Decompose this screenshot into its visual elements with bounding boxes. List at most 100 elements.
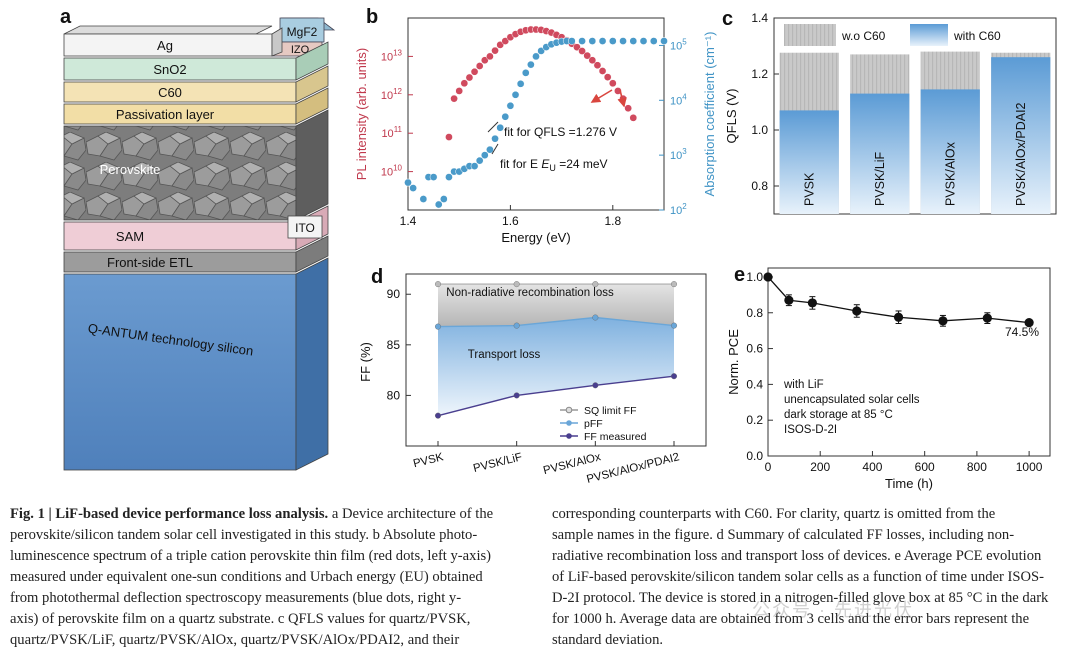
pl-data-point [583, 51, 592, 60]
y-axis-label: FF (%) [358, 342, 373, 382]
pce-data-point [784, 295, 794, 305]
pl-data-point [593, 61, 602, 70]
x-tick-label: 1.4 [400, 214, 417, 228]
absorption-data-point [486, 145, 494, 154]
y-tick-label: 1.0 [746, 270, 763, 284]
pl-data-point [460, 79, 469, 88]
absorption-data-point [434, 200, 443, 209]
plot-frame [767, 267, 1051, 457]
ff-measured-point [671, 373, 678, 380]
qfls-bar-chart: PVSK PVSK/LiF PVSK/AlOx PVSK/AlOx/PDAI2 0.8… [724, 11, 1057, 215]
bar-with-c60 [920, 89, 980, 214]
absorption-data-point [588, 37, 597, 45]
legend-label-wo-c60: w.o C60 [841, 29, 886, 43]
sq-limit-point [434, 281, 441, 288]
x-tick-label: 400 [862, 460, 882, 474]
y-tick-label: 80 [387, 388, 401, 402]
panel-label-c: c [722, 8, 734, 30]
absorption-data-point [506, 101, 515, 110]
bar-with-c60 [850, 93, 910, 214]
y-right-tick-label: 105 [670, 37, 687, 52]
ff-measured-point [513, 392, 520, 399]
caption-line: axis) of perovskite film on a quartz sub… [10, 611, 471, 627]
y-tick-label: 0.6 [746, 342, 763, 356]
layer-label-ito: ITO [295, 221, 315, 235]
y-tick-label: 0.8 [746, 306, 763, 320]
y-left-tick-label: 1010 [381, 164, 403, 179]
pl-data-point [629, 113, 638, 122]
absorption-data-point [496, 123, 505, 132]
layer-label-sno2: SnO2 [153, 62, 186, 77]
caption-line: for 1000 h. Average data are obtained fr… [552, 611, 1030, 627]
pff-point [513, 322, 520, 329]
sq-limit-point [671, 281, 678, 288]
y-tick-label: 0.2 [746, 413, 763, 427]
y-right-tick-label: 102 [670, 202, 687, 217]
pce-data-point [982, 313, 992, 323]
sq-limit-point [592, 281, 599, 288]
urbach-leader-line [491, 143, 499, 155]
panel-label-b: b [366, 6, 379, 28]
legend-swatch-wo-c60 [784, 24, 836, 46]
pl-data-point [486, 52, 494, 61]
absorption-data-point [501, 112, 510, 121]
caption-line: radiative recombination loss and transpo… [552, 548, 1042, 564]
absorption-data-point [608, 37, 617, 45]
x-tick-label: 600 [915, 460, 935, 474]
final-value-label: 74.5% [1005, 325, 1039, 339]
y-tick-label: 90 [387, 287, 401, 301]
legend-sq-limit: SQ limit FF [584, 405, 637, 417]
absorption-data-point [419, 195, 428, 203]
absorption-data-point [516, 79, 525, 88]
y-axis-label-right: Absorption coefficient (cm⁻¹) [702, 32, 717, 197]
legend-label-with-c60: with C60 [953, 29, 1001, 43]
pce-data-point [763, 272, 773, 282]
x-axis-label: Time (h) [885, 476, 933, 491]
layer-label-passivation: Passivation layer [116, 107, 215, 122]
x-tick-label: 1.8 [604, 214, 621, 228]
pl-data-point [614, 87, 622, 95]
absorption-data-point [511, 90, 520, 99]
pce-data-point [893, 312, 904, 322]
pl-data-point [573, 43, 581, 52]
pl-data-point [598, 67, 607, 75]
x-tick-label: 1.6 [502, 214, 519, 228]
absorption-data-point [567, 37, 576, 45]
panel-label-e: e [734, 264, 746, 286]
pl-data-point [608, 79, 617, 88]
nonradiative-loss-label: Non-radiative recombination loss [446, 287, 614, 299]
silicon-layer [63, 273, 297, 471]
pce-data-point [852, 306, 862, 316]
note-line-2: unencapsulated solar cells [784, 394, 920, 406]
y-tick-label: 0.0 [746, 449, 763, 463]
note-line-1: with LiF [783, 379, 824, 391]
ito-layer [287, 215, 323, 239]
qfls-arrow [590, 89, 613, 103]
caption-line: from photothermal deflection spectroscop… [10, 590, 462, 606]
absorption-data-point [409, 184, 417, 192]
caption-line: measured under equivalent one-sun condit… [10, 569, 483, 585]
y-right-tick-label: 103 [670, 147, 687, 162]
category-label: PVSK/LiF [472, 451, 523, 475]
caption-line: standard deviation. [552, 632, 664, 648]
absorption-data-point [578, 37, 586, 45]
layer-label-perovskite: Perovskite [100, 162, 161, 177]
legend-swatch-with-c60 [910, 24, 948, 46]
note-line-4: ISOS-D-2I [784, 424, 837, 436]
legend-ff-measured: FF measured [584, 431, 647, 443]
y-tick-label: 1.0 [751, 123, 768, 137]
x-tick-label: 800 [967, 460, 987, 474]
x-tick-label: 0 [765, 460, 772, 474]
transport-loss-label: Transport loss [468, 349, 541, 361]
pl-data-point [450, 94, 458, 103]
category-label: PVSK [802, 172, 816, 206]
y-axis-label: QFLS (V) [724, 89, 739, 144]
layer-label-c60: C60 [158, 85, 182, 100]
absorption-data-point [480, 151, 489, 159]
pff-point [671, 322, 678, 329]
pce-data-point [1024, 318, 1034, 328]
pl-data-point [496, 41, 505, 49]
caption-line: sample names in the figure. d Summary of… [552, 527, 1015, 543]
absorption-data-point [527, 60, 535, 69]
absorption-data-point [470, 162, 479, 170]
